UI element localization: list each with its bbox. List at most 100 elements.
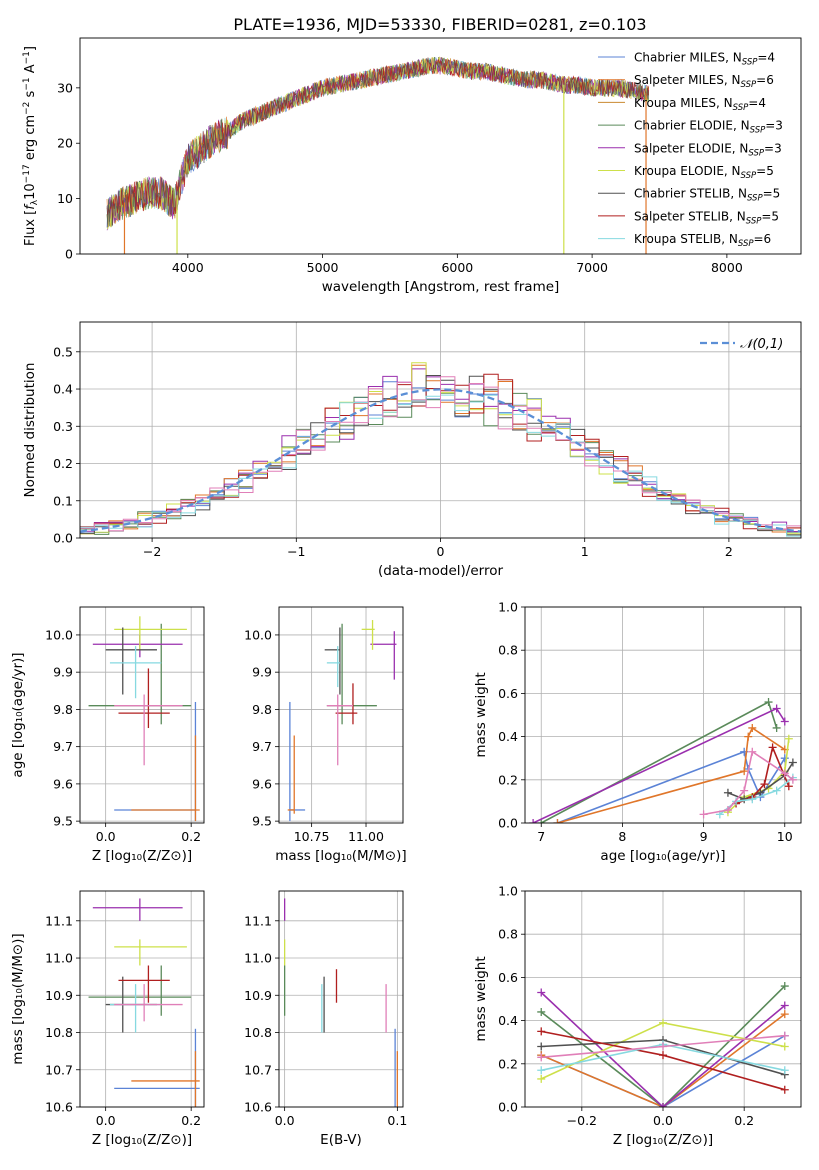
panel-age_vs_Z: 0.0 0.2 9.5 9.6 9.7 9.8 9.9 10.0 Z [log₁₀(Z/Z⊙)]… (10, 606, 205, 864)
plot-area (106, 56, 650, 254)
y-tick-label: 0.3 (53, 419, 73, 434)
x-tick-label: 10.75 (294, 829, 330, 844)
weight-marker (780, 754, 789, 763)
weight-marker (768, 743, 777, 752)
y-axis-label: Normed distribution (22, 363, 38, 498)
weight-marker (784, 734, 793, 743)
legend-label: Salpeter ELODIE, NSSP=3 (634, 141, 782, 158)
y-tick-label: 0.0 (498, 816, 518, 831)
weight-marker (760, 780, 769, 789)
y-tick-label: 9.5 (252, 814, 272, 829)
y-axis-label: mass [log₁₀(M/M⊙)] (10, 933, 26, 1064)
x-axis-label: age [log₁₀(age/yr)] (600, 848, 725, 864)
weight-marker (740, 786, 749, 795)
y-tick-label: 10.9 (244, 988, 272, 1003)
plot-area (529, 698, 797, 823)
axes-frame (79, 606, 205, 824)
y-tick-label: 10.7 (244, 1062, 272, 1077)
weight-marker (659, 1042, 667, 1051)
weight-marker (537, 1007, 546, 1016)
weight-marker (780, 1010, 789, 1019)
normal-curve (80, 388, 801, 533)
x-tick-label: 0.1 (387, 1113, 407, 1128)
x-tick-label: −2 (143, 544, 161, 559)
y-axis-label: mass weight (473, 672, 489, 757)
y-tick-label: 0.6 (498, 686, 518, 701)
weight-marker (780, 1042, 789, 1051)
legend-label: Salpeter STELIB, NSSP=5 (634, 209, 779, 226)
axes-frame (278, 890, 404, 1108)
x-tick-label: 0.2 (734, 1113, 754, 1128)
weight-marker (744, 732, 753, 741)
x-axis-label: Z [log₁₀(Z/Z⊙)] (92, 1132, 192, 1148)
weight-marker (537, 1053, 546, 1062)
y-tick-label: 10.8 (244, 1025, 272, 1040)
y-tick-label: 9.8 (53, 702, 73, 717)
x-tick-label: 0.2 (181, 829, 201, 844)
x-axis-label: Z [log₁₀(Z/Z⊙)] (92, 848, 192, 864)
plot-area (287, 620, 397, 822)
weight-series (540, 700, 778, 823)
weight-marker (723, 788, 732, 797)
y-tick-label: 10.7 (45, 1062, 73, 1077)
y-tick-label: 10.6 (45, 1100, 73, 1115)
weight-marker (699, 810, 708, 819)
weight-marker (780, 1001, 789, 1010)
y-axis-label: mass weight (473, 956, 489, 1041)
plot-area (80, 362, 801, 537)
y-tick-label: 0.4 (53, 382, 73, 397)
x-tick-label: 4000 (172, 260, 204, 275)
y-tick-label: 9.9 (252, 665, 272, 680)
x-tick-label: 0.0 (653, 1113, 673, 1128)
x-tick-label: 9 (700, 829, 708, 844)
weight-marker (659, 1051, 667, 1060)
panel-weight_vs_age: 7 8 9 10 0.0 0.2 0.4 0.6 0.8 1.0 age [log₁₀(age/yr… (473, 600, 802, 864)
legend-label: Chabrier STELIB, NSSP=5 (634, 187, 780, 204)
y-tick-label: 0.2 (498, 772, 518, 787)
x-tick-label: −0.2 (567, 1113, 597, 1128)
y-tick-label: 10 (57, 191, 73, 206)
y-tick-label: 0.0 (53, 531, 73, 546)
plot-area (88, 616, 200, 822)
weight-series (703, 750, 794, 816)
axes-frame (524, 890, 802, 1108)
y-tick-label: 11.0 (45, 951, 73, 966)
x-tick-label: 10 (777, 829, 793, 844)
x-tick-label: 7 (537, 829, 545, 844)
x-tick-label: 0.0 (275, 1113, 295, 1128)
panel-spectrum: 4000 5000 6000 7000 8000 0 10 20 30 wavelength [A… (22, 37, 802, 295)
y-tick-label: 0.0 (498, 1100, 518, 1115)
weight-series (540, 1013, 786, 1107)
y-tick-label: 20 (57, 136, 73, 151)
axes-frame (79, 37, 802, 255)
panel-mass_vs_Z: 0.0 0.2 10.6 10.7 10.8 10.9 11.0 11.1 Z [log₁₀(Z… (10, 890, 205, 1148)
x-tick-label: 0.2 (181, 1113, 201, 1128)
axes-frame (79, 890, 205, 1108)
x-tick-label: 0.0 (96, 829, 116, 844)
y-tick-label: 0.5 (53, 344, 73, 359)
y-tick-label: 10.0 (244, 627, 272, 642)
weight-marker (529, 819, 538, 823)
weight-marker (537, 1027, 546, 1036)
axes-frame (278, 606, 404, 824)
weight-marker (772, 723, 781, 732)
plot-area (537, 982, 789, 1107)
x-tick-label: 0.0 (96, 1113, 116, 1128)
y-tick-label: 9.9 (53, 665, 73, 680)
weight-marker (756, 788, 765, 797)
weight-marker (772, 786, 781, 795)
x-axis-label: Z [log₁₀(Z/Z⊙)] (613, 1132, 713, 1148)
weight-marker (764, 698, 773, 707)
y-tick-label: 9.7 (252, 739, 272, 754)
weight-marker (537, 819, 546, 823)
x-tick-label: 1 (581, 544, 589, 559)
weight-marker (748, 723, 757, 732)
y-tick-label: 0.2 (498, 1056, 518, 1071)
x-tick-label: 2 (725, 544, 733, 559)
y-tick-label: 11.1 (45, 913, 73, 928)
y-tick-label: 30 (57, 80, 73, 95)
y-tick-label: 0.8 (498, 643, 518, 658)
weight-marker (780, 717, 789, 726)
y-tick-label: 11.1 (244, 913, 272, 928)
